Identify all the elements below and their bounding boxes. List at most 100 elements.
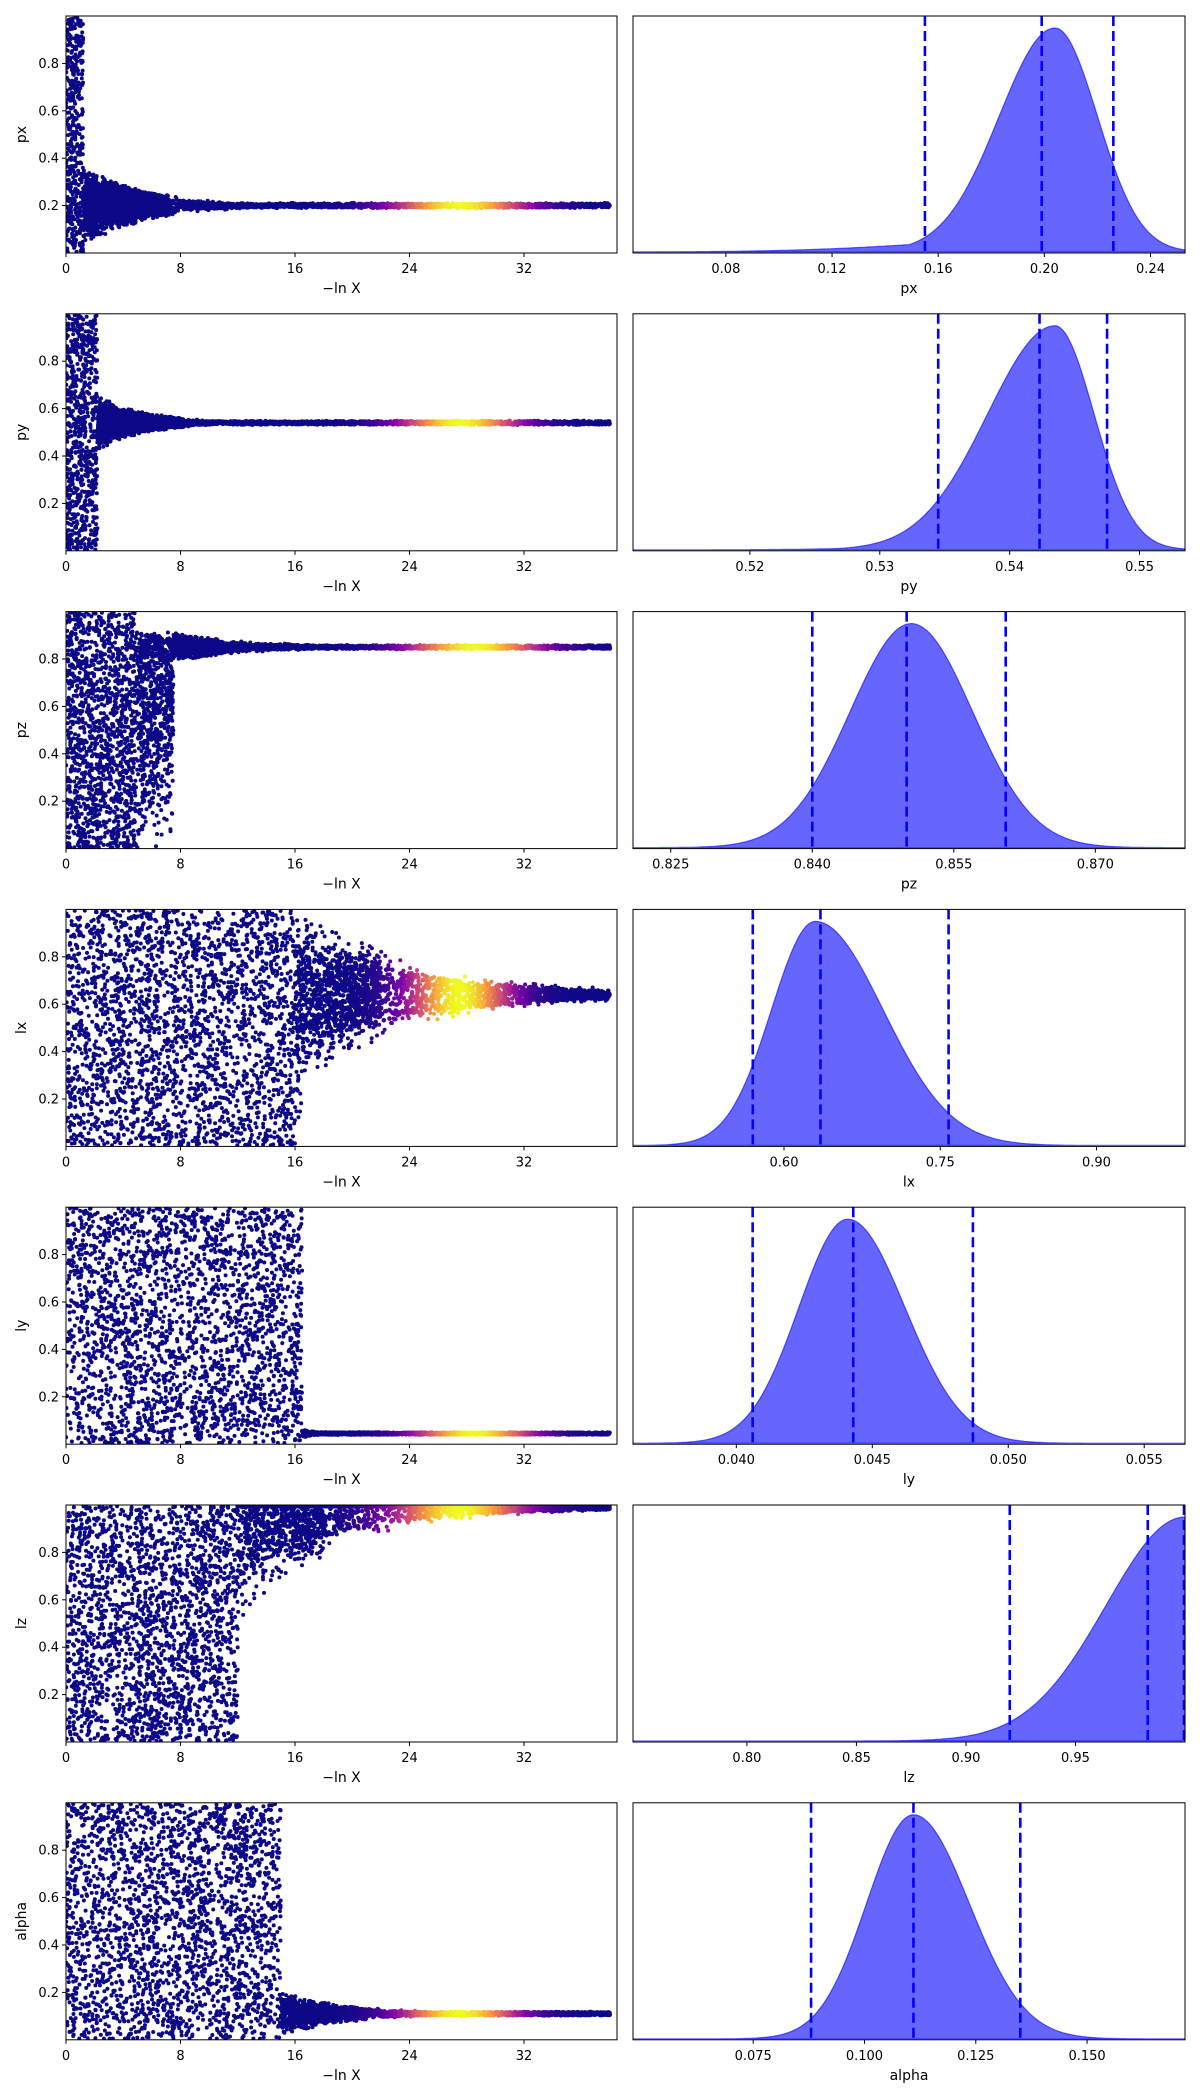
x-tick-label: 0.100 bbox=[846, 2049, 883, 2064]
x-tick-label: 0 bbox=[62, 1751, 70, 1766]
trace-axes-frame bbox=[65, 611, 618, 850]
y-tick-label: 0.4 bbox=[38, 152, 59, 167]
posterior-density-area bbox=[633, 920, 1185, 1146]
posterior-panel-alpha: 0.075 0.100 0.125 0.150 alpha bbox=[632, 1802, 1186, 2084]
y-tick-label: 0.8 bbox=[38, 653, 59, 668]
trace-points bbox=[66, 16, 612, 253]
x-tick-label: 0.85 bbox=[842, 1751, 871, 1766]
posterior-axes-frame bbox=[632, 313, 1186, 552]
trace-panel-alpha: 0 8 16 24 32 0.2 0.4 0.6 0.8 −ln X alpha bbox=[14, 1802, 618, 2084]
y-tick-label: 0.2 bbox=[38, 199, 59, 214]
posterior-axes-frame bbox=[632, 1206, 1186, 1445]
y-tick-label: 0.4 bbox=[38, 1045, 59, 1060]
posterior-x-axis-label: lz bbox=[903, 1770, 914, 1786]
x-tick-label: 8 bbox=[176, 560, 184, 575]
trace-x-axis-label: −ln X bbox=[322, 1174, 361, 1190]
posterior-density-area bbox=[633, 325, 1186, 551]
x-tick-label: 8 bbox=[176, 2049, 184, 2064]
y-tick-label: 0.2 bbox=[38, 497, 59, 512]
trace-panel-px: 0 8 16 24 32 0.2 0.4 0.6 0.8 −ln X px bbox=[14, 15, 618, 297]
x-tick-label: 0 bbox=[62, 1453, 70, 1468]
trace-panel-lx: 0 8 16 24 32 0.2 0.4 0.6 0.8 −ln X lx bbox=[14, 908, 618, 1190]
posterior-x-axis-label: ly bbox=[903, 1472, 915, 1488]
x-tick-label: 0.040 bbox=[718, 1453, 755, 1468]
trace-axes-frame bbox=[65, 1206, 618, 1445]
x-tick-label: 0 bbox=[62, 262, 70, 277]
y-tick-label: 0.6 bbox=[38, 1296, 59, 1311]
x-tick-label: 0.16 bbox=[924, 262, 953, 277]
y-tick-label: 0.8 bbox=[38, 1844, 59, 1859]
x-tick-label: 16 bbox=[287, 262, 304, 277]
posterior-density-area bbox=[632, 27, 1186, 253]
trace-panel-ly: 0 8 16 24 32 0.2 0.4 0.6 0.8 −ln X ly bbox=[14, 1206, 618, 1488]
x-tick-label: 8 bbox=[176, 1155, 184, 1170]
x-tick-label: 0.045 bbox=[854, 1453, 891, 1468]
x-tick-label: 0.52 bbox=[735, 560, 764, 575]
y-tick-label: 0.8 bbox=[38, 57, 59, 72]
trace-points bbox=[66, 909, 612, 1147]
y-tick-label: 0.2 bbox=[38, 1093, 59, 1108]
y-tick-label: 0.2 bbox=[38, 1390, 59, 1405]
y-tick-label: 0.8 bbox=[38, 355, 59, 370]
posterior-x-axis-label: pz bbox=[901, 877, 917, 893]
y-tick-label: 0.6 bbox=[38, 998, 59, 1013]
trace-x-axis-label: −ln X bbox=[322, 1472, 361, 1488]
x-tick-label: 0.125 bbox=[957, 2049, 994, 2064]
trace-x-axis-label: −ln X bbox=[322, 579, 361, 595]
x-tick-label: 16 bbox=[287, 560, 304, 575]
trace-axes-frame bbox=[65, 908, 618, 1147]
y-tick-label: 0.2 bbox=[38, 795, 59, 810]
posterior-panel-py: 0.52 0.53 0.54 0.55 py bbox=[632, 313, 1186, 595]
trace-x-axis-label: −ln X bbox=[322, 1770, 361, 1786]
y-tick-label: 0.6 bbox=[38, 1891, 59, 1906]
trace-y-axis-label: py bbox=[14, 424, 30, 441]
x-tick-label: 32 bbox=[516, 1155, 533, 1170]
posterior-density-area bbox=[633, 1218, 1185, 1444]
x-tick-label: 8 bbox=[176, 1751, 184, 1766]
x-tick-label: 16 bbox=[287, 1453, 304, 1468]
y-tick-label: 0.8 bbox=[38, 1248, 59, 1263]
posterior-x-axis-label: py bbox=[900, 579, 917, 595]
x-tick-label: 24 bbox=[401, 858, 418, 873]
posterior-panel-pz: 0.825 0.840 0.855 0.870 pz bbox=[632, 611, 1186, 893]
x-tick-label: 0.80 bbox=[732, 1751, 761, 1766]
trace-axes-frame bbox=[65, 1802, 618, 2041]
x-tick-label: 0.95 bbox=[1061, 1751, 1090, 1766]
x-tick-label: 0.90 bbox=[1082, 1155, 1111, 1170]
posterior-axes-frame bbox=[632, 1802, 1186, 2041]
y-tick-label: 0.4 bbox=[38, 450, 59, 465]
posterior-axes-frame bbox=[632, 15, 1186, 254]
x-tick-label: 0 bbox=[62, 560, 70, 575]
x-tick-label: 24 bbox=[401, 1453, 418, 1468]
posterior-axes-frame bbox=[632, 908, 1186, 1147]
x-tick-label: 16 bbox=[287, 1155, 304, 1170]
posterior-density-area bbox=[633, 622, 1185, 849]
posterior-axes-frame bbox=[632, 1504, 1186, 1743]
y-tick-label: 0.4 bbox=[38, 1939, 59, 1954]
x-tick-label: 0.60 bbox=[770, 1155, 799, 1170]
posterior-x-axis-label: lx bbox=[903, 1174, 915, 1190]
x-tick-label: 0.840 bbox=[794, 858, 831, 873]
x-tick-label: 0.90 bbox=[951, 1751, 980, 1766]
trace-y-axis-label: pz bbox=[14, 722, 30, 738]
trace-y-axis-label: alpha bbox=[14, 1902, 30, 1941]
trace-y-axis-label: px bbox=[14, 126, 30, 143]
y-tick-label: 0.4 bbox=[38, 747, 59, 762]
x-tick-label: 0.825 bbox=[652, 858, 689, 873]
y-tick-label: 0.8 bbox=[38, 1546, 59, 1561]
y-tick-label: 0.4 bbox=[38, 1641, 59, 1656]
x-tick-label: 0 bbox=[62, 858, 70, 873]
x-tick-label: 0.53 bbox=[865, 560, 894, 575]
trace-panel-pz: 0 8 16 24 32 0.2 0.4 0.6 0.8 −ln X pz bbox=[14, 611, 618, 893]
trace-panel-py: 0 8 16 24 32 0.2 0.4 0.6 0.8 −ln X py bbox=[14, 313, 618, 595]
trace-points bbox=[66, 1505, 612, 1742]
x-tick-label: 0.050 bbox=[990, 1453, 1027, 1468]
posterior-panel-lx: 0.60 0.75 0.90 lx bbox=[632, 908, 1186, 1190]
x-tick-label: 0.24 bbox=[1136, 262, 1165, 277]
trace-x-axis-label: −ln X bbox=[322, 281, 361, 297]
x-tick-label: 32 bbox=[516, 1751, 533, 1766]
trace-y-axis-label: lz bbox=[14, 1618, 30, 1629]
x-tick-label: 24 bbox=[401, 1155, 418, 1170]
x-tick-label: 0.855 bbox=[935, 858, 972, 873]
x-tick-label: 32 bbox=[516, 262, 533, 277]
